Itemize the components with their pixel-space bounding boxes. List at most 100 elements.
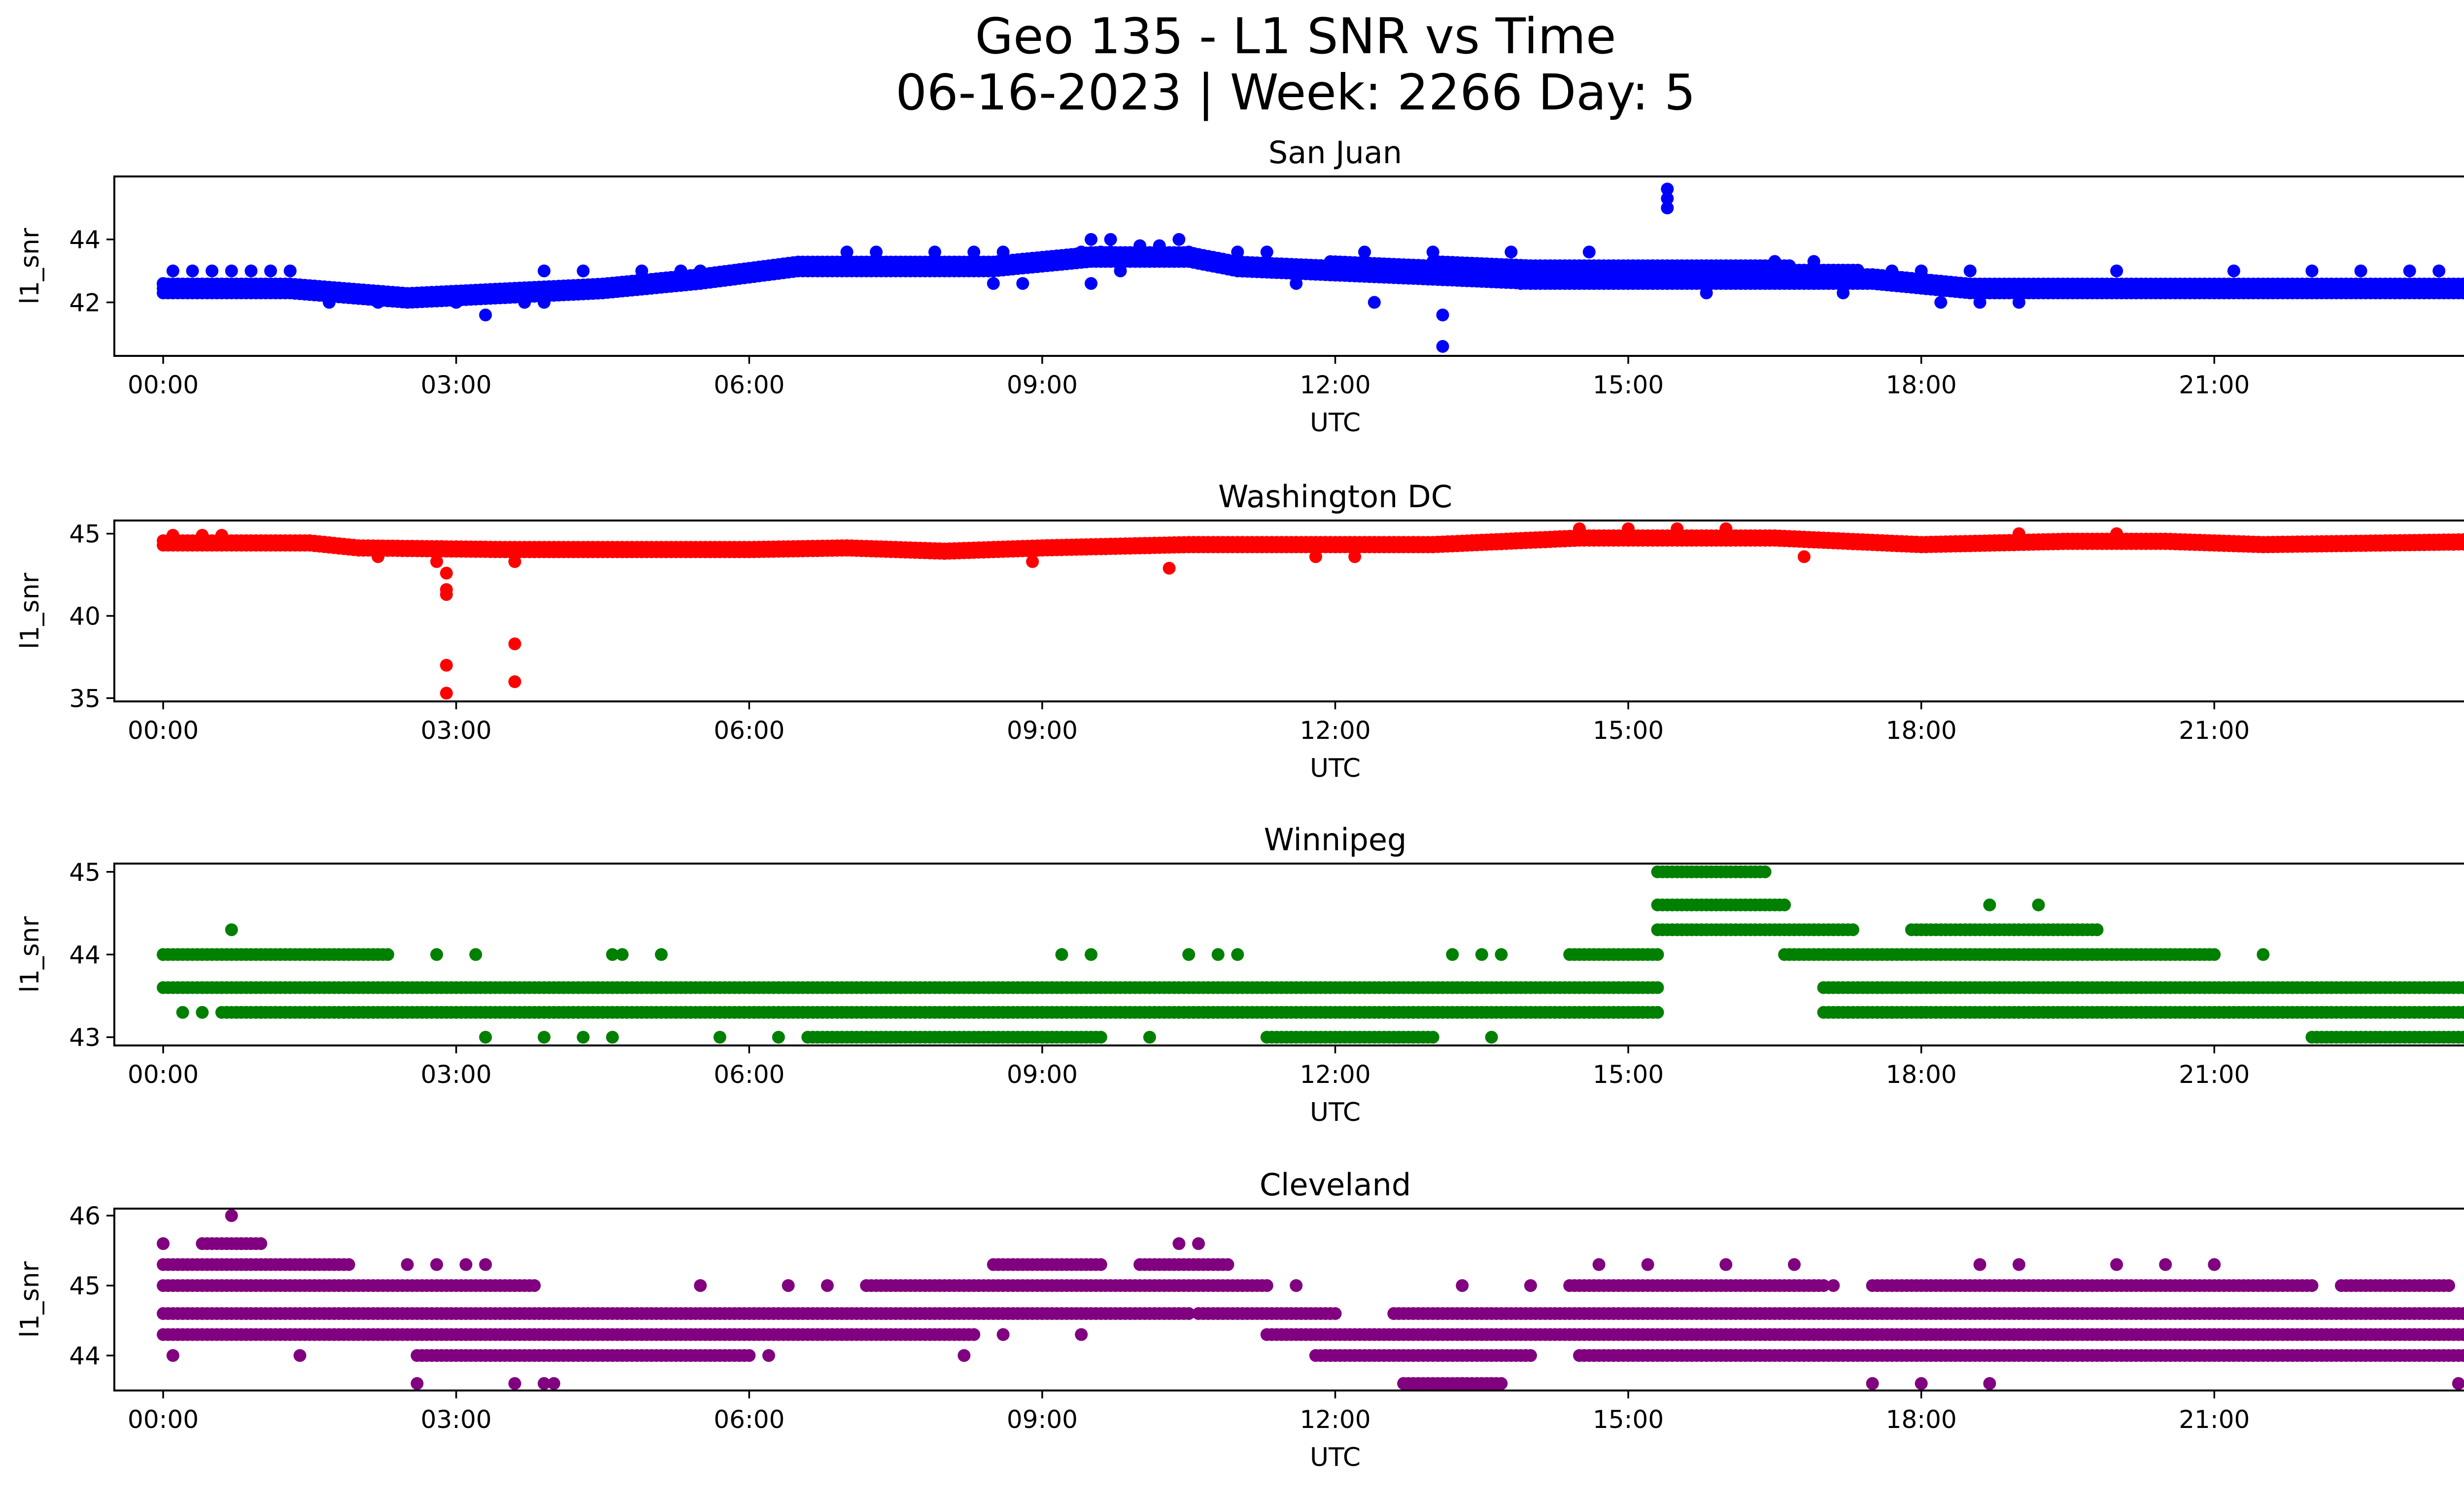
data-point [1133, 239, 1147, 252]
data-point [196, 1006, 209, 1019]
data-point [674, 264, 687, 278]
y-tick-label: 42 [69, 288, 101, 317]
data-point [1963, 264, 1977, 278]
scatter-points-washington-dc [157, 522, 2464, 700]
data-point [1622, 522, 1635, 535]
x-tick-label: 21:00 [2179, 716, 2250, 745]
data-point [987, 277, 1000, 290]
data-point [381, 948, 394, 961]
y-axis-label: l1_snr [15, 228, 45, 305]
y-tick-label: 35 [69, 684, 101, 713]
data-point [2462, 982, 2464, 993]
data-point [254, 1237, 268, 1250]
data-point [2012, 527, 2025, 540]
data-point [1182, 1307, 1196, 1320]
data-point [430, 555, 444, 568]
scatter-points-san-juan [157, 182, 2464, 353]
data-point [1671, 522, 1684, 535]
scatter-points-winnipeg [157, 865, 2464, 1044]
figure-title-line1: Geo 135 - L1 SNR vs Time [975, 7, 1616, 65]
data-point [1182, 948, 1196, 961]
data-point [2457, 1307, 2464, 1320]
data-point [1778, 898, 1791, 911]
data-point [215, 529, 228, 542]
data-point [264, 264, 277, 278]
data-point [440, 659, 453, 672]
y-tick-label: 43 [69, 1023, 101, 1052]
data-point [654, 948, 668, 961]
data-point [1211, 948, 1225, 961]
data-point [1172, 233, 1186, 246]
y-tick-label: 44 [69, 941, 101, 970]
data-point [508, 555, 521, 568]
data-point [518, 296, 531, 309]
data-point [1719, 522, 1733, 535]
panel-san-juan: 00:00 03:00 06:00 09:00 12:00 15:00 18:00 21:00… [15, 135, 2464, 438]
data-point [1758, 865, 1772, 878]
x-tick-label: 03:00 [421, 1060, 492, 1089]
data-point [1651, 1006, 1664, 1019]
x-axis-label: UTC [1310, 754, 1361, 783]
data-point [967, 245, 981, 259]
data-point [1915, 1006, 1928, 1019]
data-point [2208, 948, 2221, 961]
data-point [372, 296, 385, 309]
data-point [577, 1031, 590, 1044]
x-tick-label: 15:00 [1593, 1060, 1664, 1089]
data-point [1290, 277, 1303, 290]
data-point [449, 296, 463, 309]
data-point [225, 264, 238, 278]
data-point [1182, 245, 1196, 259]
data-point [1983, 898, 1996, 911]
data-point [254, 1006, 268, 1019]
data-point [2012, 296, 2025, 309]
panel-title: Washington DC [1218, 479, 1452, 515]
data-point [1075, 245, 1088, 259]
data-point [1934, 296, 1948, 309]
x-axis-label: UTC [1310, 408, 1361, 438]
x-tick-label: 18:00 [1886, 371, 1957, 399]
data-point [1231, 245, 1244, 259]
data-point [1582, 245, 1596, 259]
data-point [1993, 981, 2006, 994]
data-point [577, 264, 590, 278]
data-point [1495, 948, 1508, 961]
x-tick-label: 09:00 [1007, 371, 1078, 399]
data-point [1768, 255, 1781, 268]
data-point [2247, 981, 2260, 994]
data-point [1153, 239, 1166, 252]
data-point [528, 1279, 541, 1292]
data-point [2462, 1309, 2464, 1319]
data-point [479, 309, 492, 321]
data-point [1573, 522, 1586, 535]
data-point [1915, 264, 1928, 278]
data-point [440, 566, 453, 580]
chart-panels: 00:00 03:00 06:00 09:00 12:00 15:00 18:00 21:00… [15, 135, 2464, 1472]
data-point [1085, 233, 1097, 246]
data-point [323, 296, 336, 309]
data-point [2462, 279, 2464, 289]
x-tick-label: 00:00 [128, 716, 199, 745]
data-point [1436, 309, 1449, 321]
data-point [1885, 264, 1899, 278]
data-point [2452, 1031, 2464, 1044]
x-tick-label: 12:00 [1300, 1060, 1370, 1089]
data-point [508, 637, 521, 651]
data-point [2227, 264, 2240, 278]
data-point [157, 277, 170, 290]
data-point [1700, 286, 1713, 300]
data-point [283, 264, 297, 278]
data-point [1368, 296, 1381, 309]
data-point [1231, 948, 1244, 961]
data-point [1837, 286, 1850, 300]
data-point [2032, 898, 2045, 911]
data-point [1651, 981, 1664, 994]
x-tick-label: 12:00 [1300, 716, 1370, 745]
data-point [1661, 192, 1674, 205]
panel-washington-dc: 00:00 03:00 06:00 09:00 12:00 15:00 18:00 21:00… [15, 479, 2464, 783]
data-point [469, 948, 482, 961]
y-axis-label: l1_snr [15, 572, 45, 649]
y-tick-label: 40 [69, 602, 101, 631]
data-point [538, 264, 551, 278]
